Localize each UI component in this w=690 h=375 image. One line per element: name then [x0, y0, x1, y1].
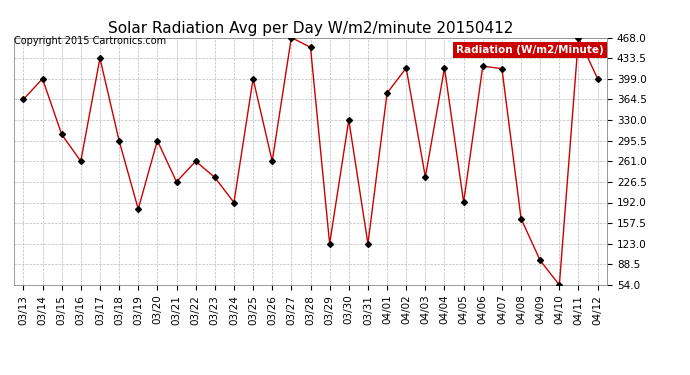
Text: Radiation (W/m2/Minute): Radiation (W/m2/Minute): [457, 45, 604, 55]
Text: Copyright 2015 Cartronics.com: Copyright 2015 Cartronics.com: [14, 36, 166, 46]
Title: Solar Radiation Avg per Day W/m2/minute 20150412: Solar Radiation Avg per Day W/m2/minute …: [108, 21, 513, 36]
